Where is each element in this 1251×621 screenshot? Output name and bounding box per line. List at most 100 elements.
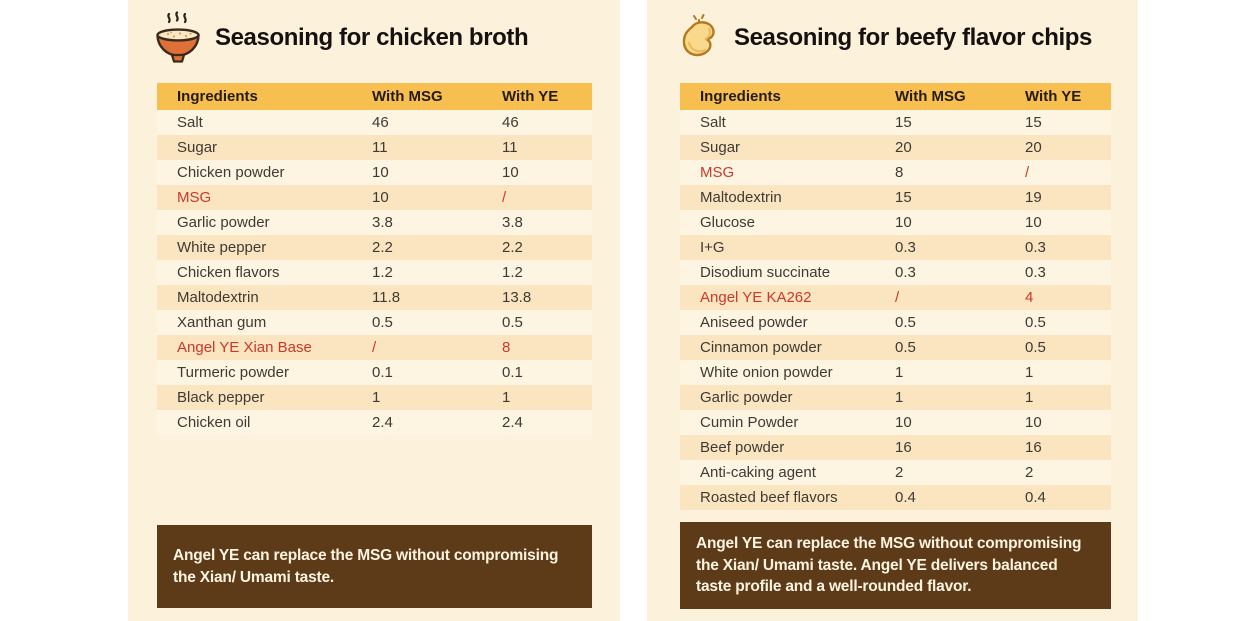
cell-with-msg: 1 (895, 389, 904, 406)
panel-beefy-flavor-chips: Seasoning for beefy flavor chips Ingredi… (647, 0, 1138, 621)
cell-with-ye: 10 (1025, 214, 1042, 231)
cell-with-msg: 10 (895, 414, 912, 431)
cell-with-ye: 15 (1025, 114, 1042, 131)
cell-with-msg: 2 (895, 464, 904, 481)
cell-with-ye: 8 (502, 339, 511, 356)
cell-with-ye: 0.5 (1025, 314, 1046, 331)
cell-with-msg: 11.8 (372, 289, 401, 306)
cell-with-msg: 1 (895, 364, 904, 381)
table-row: Beef powder 16 16 (680, 435, 1111, 460)
table-row: Salt 15 15 (680, 110, 1111, 135)
cell-with-msg: 0.1 (372, 364, 393, 381)
column-header-ingredients: Ingredients (700, 88, 781, 105)
table-body: Salt 15 15 Sugar 20 20 MSG 8 / Maltodextrin 15 19 Gl… (680, 110, 1111, 510)
cell-with-msg: 15 (895, 189, 912, 206)
cell-with-msg: 1 (372, 389, 381, 406)
cell-with-msg: 0.3 (895, 264, 916, 281)
cell-ingredient: Garlic powder (177, 214, 270, 231)
cell-ingredient: Angel YE Xian Base (177, 339, 312, 356)
cell-with-msg: 2.4 (372, 414, 393, 431)
cell-with-ye: 19 (1025, 189, 1042, 206)
table-row: MSG 10 / (157, 185, 592, 210)
cell-with-msg: 10 (372, 189, 389, 206)
cell-with-ye: 10 (1025, 414, 1042, 431)
panel-chicken-broth: Seasoning for chicken broth Ingredients … (128, 0, 620, 621)
cell-with-ye: 10 (502, 164, 519, 181)
cell-with-msg: / (895, 289, 900, 306)
cell-with-msg: 2.2 (372, 239, 393, 256)
cell-with-ye: 0.4 (1025, 489, 1046, 506)
cell-ingredient: MSG (700, 164, 735, 181)
table-row: White pepper 2.2 2.2 (157, 235, 592, 260)
panel-title: Seasoning for beefy flavor chips (734, 24, 1092, 51)
cell-ingredient: Glucose (700, 214, 756, 231)
ingredients-table: Ingredients With MSG With YE Salt 46 46 Sug… (157, 83, 592, 435)
table-row: Roasted beef flavors 0.4 0.4 (680, 485, 1111, 510)
cell-ingredient: MSG (177, 189, 212, 206)
table-row: Angel YE KA262 / 4 (680, 285, 1111, 310)
column-header-with-msg: With MSG (372, 88, 443, 105)
cell-with-ye: / (502, 189, 507, 206)
cell-with-ye: 46 (502, 114, 519, 131)
cell-with-msg: 0.5 (372, 314, 393, 331)
table-row: White onion powder 1 1 (680, 360, 1111, 385)
cell-with-msg: 20 (895, 139, 912, 156)
cell-with-msg: 3.8 (372, 214, 393, 231)
cell-with-ye: 13.8 (502, 289, 532, 306)
cell-ingredient: Anti-caking agent (700, 464, 816, 481)
cell-with-ye: 2 (1025, 464, 1034, 481)
cell-with-ye: 4 (1025, 289, 1034, 306)
table-row: Sugar 11 11 (157, 135, 592, 160)
cell-ingredient: Maltodextrin (177, 289, 259, 306)
table-row: Maltodextrin 15 19 (680, 185, 1111, 210)
cell-ingredient: Chicken powder (177, 164, 285, 181)
cell-with-ye: 0.1 (502, 364, 523, 381)
cell-ingredient: Sugar (177, 139, 218, 156)
cell-with-msg: 10 (372, 164, 389, 181)
cell-with-ye: 16 (1025, 439, 1042, 456)
table-row: Cinnamon powder 0.5 0.5 (680, 335, 1111, 360)
cell-ingredient: Sugar (700, 139, 741, 156)
table-row: Xanthan gum 0.5 0.5 (157, 310, 592, 335)
cell-with-ye: 20 (1025, 139, 1042, 156)
panel-title: Seasoning for chicken broth (215, 24, 529, 51)
table-row: Glucose 10 10 (680, 210, 1111, 235)
cell-with-msg: 0.5 (895, 314, 916, 331)
cell-with-msg: 46 (372, 114, 389, 131)
cell-ingredient: Black pepper (177, 389, 265, 406)
panel-header: Seasoning for chicken broth (128, 0, 620, 66)
cell-ingredient: I+G (700, 239, 725, 256)
cell-ingredient: Xanthan gum (177, 314, 267, 331)
cell-with-ye: 3.8 (502, 214, 523, 231)
cell-with-ye: 2.2 (502, 239, 523, 256)
cell-with-msg: / (372, 339, 377, 356)
table-row: Cumin Powder 10 10 (680, 410, 1111, 435)
cell-with-ye: 1 (502, 389, 511, 406)
cell-with-ye: 2.4 (502, 414, 523, 431)
cell-with-ye: 0.5 (502, 314, 523, 331)
note-text: Angel YE can replace the MSG without com… (696, 535, 1082, 596)
table-row: Chicken powder 10 10 (157, 160, 592, 185)
note-text: Angel YE can replace the MSG without com… (173, 547, 559, 586)
cell-ingredient: Roasted beef flavors (700, 489, 838, 506)
cell-with-msg: 1.2 (372, 264, 393, 281)
cell-with-msg: 0.4 (895, 489, 916, 506)
cell-ingredient: Aniseed powder (700, 314, 808, 331)
column-header-with-ye: With YE (502, 88, 559, 105)
cell-with-msg: 0.5 (895, 339, 916, 356)
column-header-ingredients: Ingredients (177, 88, 258, 105)
table-row: Turmeric powder 0.1 0.1 (157, 360, 592, 385)
potato-chip-icon (677, 14, 721, 62)
cell-ingredient: Cumin Powder (700, 414, 799, 431)
table-row: Garlic powder 3.8 3.8 (157, 210, 592, 235)
cell-with-msg: 8 (895, 164, 904, 181)
cell-with-msg: 10 (895, 214, 912, 231)
note-box: Angel YE can replace the MSG without com… (157, 525, 592, 608)
cell-ingredient: Maltodextrin (700, 189, 782, 206)
cell-ingredient: Chicken oil (177, 414, 251, 431)
cell-with-ye: 1 (1025, 389, 1034, 406)
table-row: I+G 0.3 0.3 (680, 235, 1111, 260)
cell-ingredient: Cinnamon powder (700, 339, 822, 356)
cell-with-ye: 0.5 (1025, 339, 1046, 356)
table-row: Maltodextrin 11.8 13.8 (157, 285, 592, 310)
